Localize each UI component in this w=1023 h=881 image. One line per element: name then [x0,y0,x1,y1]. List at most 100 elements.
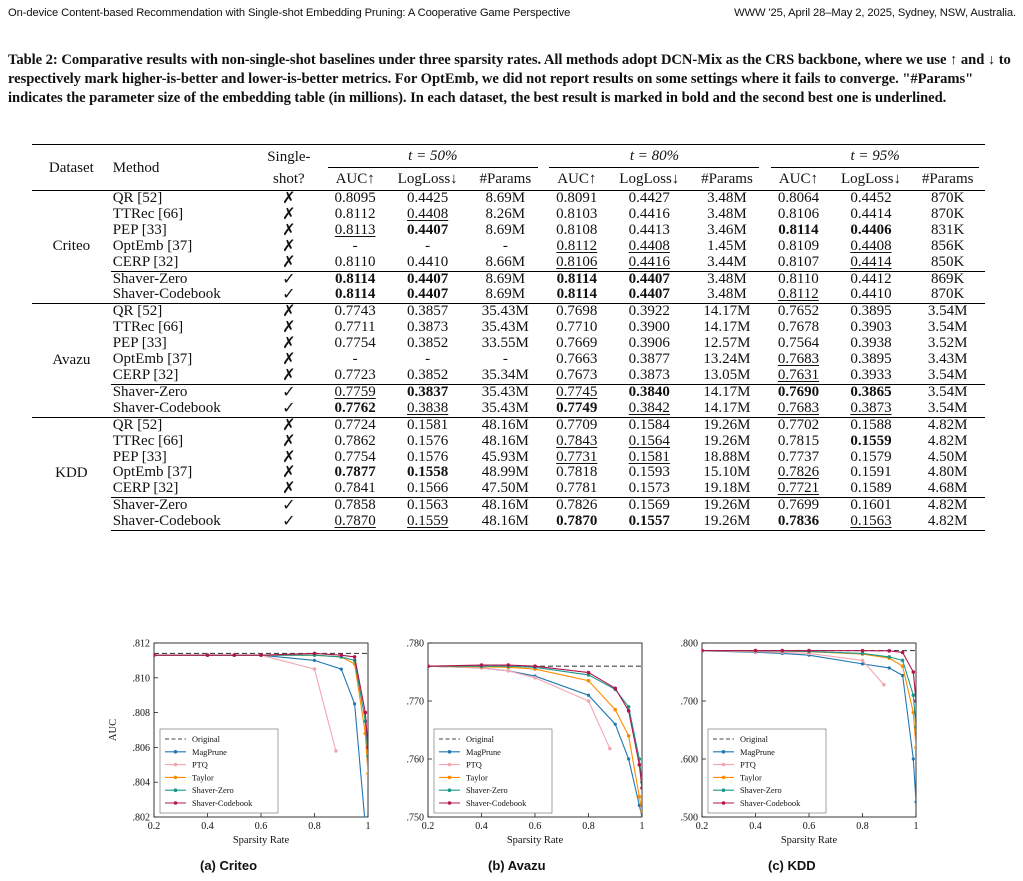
plot-area [428,663,642,817]
result-value: 0.8106 [777,205,820,222]
result-value: 0.7709 [556,416,598,433]
single-shot-mark: ✗ [255,189,323,207]
result-value: 4.82M [927,416,968,433]
data-point [353,702,357,706]
result-value: 0.4413 [628,221,670,238]
result-value: 0.7690 [777,383,820,400]
result-cell: 0.1563 [388,497,468,515]
x-tick-label: 0.6 [255,821,268,832]
data-point [626,705,631,709]
result-cell: 0.3852 [388,366,467,384]
result-cell: 0.7709 [543,416,610,434]
single-shot-mark: ✗ [255,303,323,321]
result-cell: 15.10M [689,464,766,481]
result-value: 0.4416 [628,253,670,270]
result-cell: 14.17M [689,400,766,417]
result-cell: 0.3873 [388,319,467,336]
result-value: 0.7870 [334,513,376,530]
result-value: 0.1563 [850,513,892,530]
result-cell: 0.8107 [765,254,831,271]
result-cell: 0.8114 [544,286,610,303]
table-row: OptEmb [37] ✗ - - - 0.7663 0.3877 13.24M 0.7683 0… [32,351,985,368]
method-name: CERP [32] [112,253,179,270]
data-point [613,707,618,712]
x-tick-label: 0.8 [582,821,595,832]
result-value: 0.8110 [778,270,819,287]
legend-box [433,728,553,814]
result-value: 0.1588 [850,416,892,433]
data-point [860,651,865,656]
table-row: CERP [32] ✗ 0.7841 0.1566 47.50M 0.7781 0.1573… [32,480,985,497]
data-point [637,794,642,799]
result-cell: 0.8108 [544,222,610,239]
result-value: 0.3900 [628,319,670,336]
result-cell: 0.3895 [832,351,911,368]
series-line-shaver-zero [702,650,916,728]
x-tick-label: 0.6 [529,821,542,832]
result-value: 0.8114 [334,286,376,303]
result-value: 0.1576 [407,432,449,449]
running-head: On-device Content-based Recommendation w… [8,7,1016,19]
y-tick-label: .802 [133,813,151,824]
result-cell: 48.16M [467,513,544,532]
result-cell: 0.1569 [609,497,689,515]
legend-marker [173,788,178,792]
series-line-ptq [702,650,885,686]
result-cell: - [322,238,388,255]
result-cell: 14.17M [689,319,766,336]
result-cell: 0.7631 [765,367,831,384]
data-point [366,745,368,750]
data-point [352,655,357,659]
result-cell: 0.4414 [832,254,911,271]
result-cell: 0.3900 [610,319,689,336]
x-axis-label: Sparsity Rate [507,835,564,846]
method-name: QR [52] [110,303,256,321]
chart-avazu: 0.2 0.4 0.6 0.8 1 .750 .760 .770 .780 Sparsity Ra… [380,635,650,857]
result-value: 8.66M [485,253,526,270]
result-cell: 45.93M [467,449,544,466]
result-cell: 0.7690 [765,383,832,401]
result-value: 0.8113 [334,221,376,238]
method-name: PEP [33] [112,448,167,465]
data-point [366,754,368,758]
result-value: 0.8114 [334,270,376,287]
result-value: 3.52M [927,335,968,352]
y-tick-label: .770 [407,697,425,708]
result-cell: 0.7754 [322,449,388,466]
data-point [154,653,156,657]
result-cell: 0.3857 [388,303,468,321]
result-value: 0.1593 [628,464,670,481]
result-value: 0.3852 [407,366,449,383]
result-cell: 33.55M [467,335,544,352]
x-tick-label: 0.2 [696,821,709,832]
result-value: 0.7826 [777,464,820,481]
result-cell: - [467,351,544,368]
result-value: 0.1569 [628,497,670,514]
legend-label: Taylor [740,773,762,782]
result-cell: 0.7841 [322,480,388,497]
result-value: 0.1576 [407,448,449,465]
header-auc: AUC↑ [557,171,597,187]
table-row: PEP [33] ✗ 0.7754 0.3852 33.55M 0.7669 0.3906 1… [32,335,985,352]
result-value: 0.7663 [556,351,598,368]
result-cell: 0.4408 [388,206,467,223]
result-value: 4.50M [927,448,968,465]
result-value: 0.8109 [777,237,820,254]
result-cell: 0.4414 [832,206,911,223]
y-tick-label: .804 [133,778,151,789]
result-cell: 0.1557 [609,513,689,532]
result-cell: 0.1584 [609,416,689,434]
result-value: 0.1584 [628,416,670,433]
data-point [702,648,704,653]
result-cell: 0.3873 [610,367,689,384]
result-value: 0.1579 [850,448,892,465]
result-cell: 35.43M [467,303,544,321]
result-cell: 3.44M [689,254,766,271]
result-value: 0.3865 [850,383,892,400]
header-rate-95: t = 95% [771,145,980,168]
dataset-name: Avazu [32,303,111,418]
data-point [339,653,344,657]
result-value: 3.46M [707,221,747,238]
result-cell: 18.88M [689,449,766,466]
result-value: 0.1564 [628,432,670,449]
